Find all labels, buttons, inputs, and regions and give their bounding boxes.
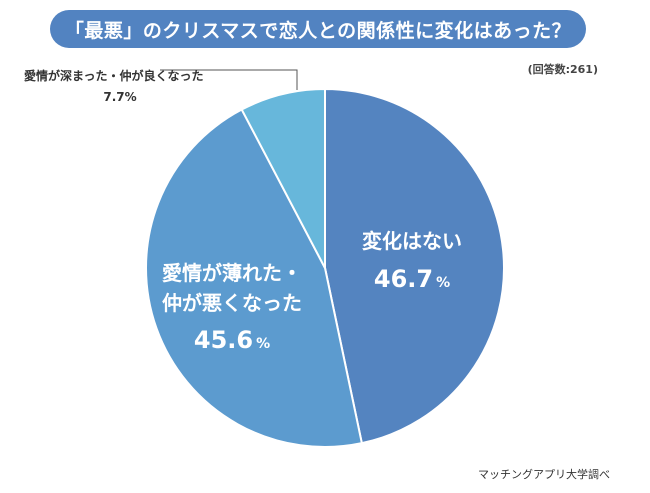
slice-value-2: 7.7% (103, 90, 136, 104)
pie-slice-0 (324, 87, 505, 445)
slice-label-2: 愛情が深まった・仲が良くなった (24, 68, 204, 83)
slice-label-0: 変化はない (362, 229, 462, 253)
source-note: マッチングアプリ大学調べ (478, 468, 610, 481)
slice-label-1: 愛情が薄れた・ (162, 261, 302, 285)
leader-line (160, 69, 298, 90)
pie-slice-2 (240, 87, 326, 269)
chart-title: 「最悪」のクリスマスで恋人との関係性に変化はあった？ (50, 10, 586, 48)
respondent-count: (回答数:261) (527, 63, 598, 76)
slice-label-1: 仲が悪くなった (162, 291, 302, 315)
pie-slice-1 (145, 108, 364, 448)
